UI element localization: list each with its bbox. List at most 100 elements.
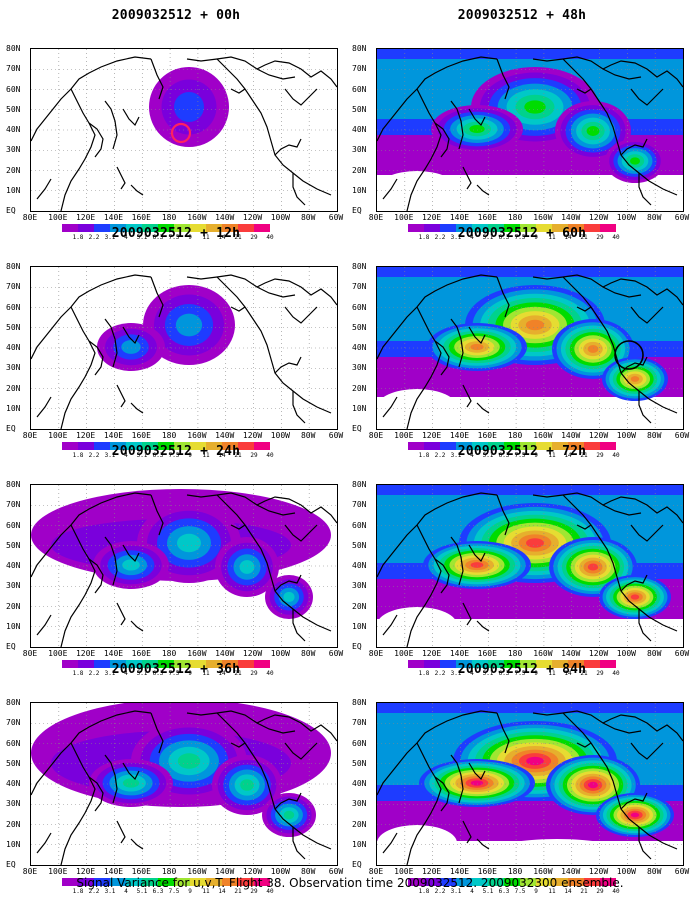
- coastline: [382, 178, 398, 200]
- lon-tick-label: 120W: [242, 649, 263, 658]
- colorbar-swatch: [174, 224, 190, 232]
- colorbar-label: 2.2: [88, 888, 100, 895]
- colorbar-label: 2.2: [88, 670, 100, 677]
- colorbar-label: 1.8: [72, 888, 84, 895]
- coastline: [406, 524, 442, 647]
- colorbar-label: 3.1: [450, 452, 462, 459]
- colorbar-label: 14: [218, 670, 226, 677]
- coastline: [256, 496, 337, 524]
- coastline: [130, 838, 144, 850]
- colorbar-swatch: [126, 660, 142, 668]
- lat-tick-label: EQ: [6, 642, 16, 651]
- lon-tick-label: 140W: [561, 867, 581, 876]
- colorbar-label: 29: [596, 670, 604, 677]
- variance-contour: [470, 780, 484, 786]
- lat-tick-label: 70N: [352, 718, 367, 728]
- colorbar-label: 2.2: [434, 670, 446, 677]
- coastline: [602, 714, 683, 742]
- lon-tick-label: 140E: [449, 867, 470, 876]
- coastline: [576, 742, 592, 748]
- lat-tick-label: 40N: [6, 561, 21, 570]
- coastline: [406, 306, 442, 429]
- lon-tick-label: 80W: [300, 649, 316, 658]
- colorbar-label: 14: [218, 234, 226, 241]
- lat-tick-label: 80N: [6, 480, 21, 489]
- coastline: [638, 391, 652, 424]
- variance-contour: [174, 92, 204, 122]
- colorbar-label: 21: [580, 234, 588, 241]
- colorbar-label: 6.3: [152, 234, 164, 241]
- colorbar-swatch: [600, 660, 616, 668]
- coastline: [104, 100, 118, 150]
- colorbar-swatch: [488, 878, 504, 886]
- colorbar-swatch: [520, 660, 536, 668]
- panel-title: 2009032512 + 84h: [457, 662, 587, 677]
- coastline: [382, 396, 398, 418]
- lat-tick-label: 80N: [6, 44, 21, 53]
- coastline: [562, 58, 678, 196]
- colorbar-swatch: [110, 878, 126, 886]
- colorbar-swatch: [206, 442, 222, 450]
- lon-tick-label: 100E: [394, 867, 414, 876]
- coastline: [620, 138, 648, 156]
- lon-tick-label: 80E: [368, 649, 384, 658]
- colorbar-swatch: [254, 224, 270, 232]
- coastline: [462, 166, 472, 190]
- coastline: [230, 306, 246, 312]
- lat-tick-label: 30N: [352, 799, 367, 809]
- lon-tick-label: 160W: [187, 867, 207, 876]
- colorbar-label: 1.8: [418, 888, 430, 895]
- variance-contour: [470, 343, 484, 351]
- colorbar-swatch: [174, 442, 190, 450]
- variance-contour: [283, 591, 295, 603]
- colorbar-swatch: [440, 660, 456, 668]
- lon-tick-label: 140W: [561, 431, 581, 440]
- lat-tick-label: 40N: [352, 561, 367, 570]
- lon-tick-label: 80W: [300, 213, 316, 222]
- colorbar-swatch: [424, 224, 440, 232]
- map-area: [30, 48, 338, 212]
- lon-tick-label: 160E: [131, 867, 151, 876]
- lat-tick-label: 50N: [352, 758, 367, 768]
- colorbar-label: 3.1: [104, 234, 116, 241]
- variance-contour: [177, 533, 201, 553]
- coastline: [434, 340, 450, 376]
- lon-tick-label: 80E: [22, 649, 38, 658]
- lat-tick-label: 60N: [6, 738, 21, 748]
- map-area: [376, 266, 684, 430]
- colorbar-label: 4: [124, 888, 128, 895]
- coastline: [292, 827, 306, 860]
- lon-tick-label: 80E: [368, 867, 384, 876]
- colorbar-label: 29: [250, 888, 258, 895]
- lon-tick-label: 140E: [103, 431, 124, 440]
- colorbar-swatch: [110, 224, 126, 232]
- colorbar-label: 5.1: [482, 670, 494, 677]
- lon-tick-label: 160W: [187, 431, 207, 440]
- colorbar-swatch: [174, 878, 190, 886]
- variance-contour: [31, 825, 111, 861]
- lat-tick-label: EQ: [352, 642, 362, 651]
- coastline: [496, 58, 510, 100]
- colorbar-label: 3.1: [104, 452, 116, 459]
- lon-tick-label: 80W: [646, 431, 662, 440]
- lon-tick-label: 120E: [75, 213, 96, 222]
- colorbar-swatch: [94, 224, 110, 232]
- coastline: [638, 827, 652, 860]
- colorbar-swatch: [142, 660, 158, 668]
- panel-title: 2009032512 + 24h: [111, 444, 241, 459]
- lon-tick-label: 120E: [421, 431, 442, 440]
- coastline: [462, 384, 472, 408]
- forecast-panel: 2009032512 + 00h 80N 70N 60N 50N 40N 30N 20N 10N…: [6, 8, 346, 241]
- coastline: [122, 108, 140, 127]
- coastline: [256, 278, 337, 306]
- colorbar-swatch: [254, 442, 270, 450]
- coastline: [476, 838, 490, 850]
- colorbar-label: 3.1: [104, 888, 116, 895]
- variance-contour: [586, 126, 600, 136]
- lon-tick-label: 160E: [477, 431, 497, 440]
- coastline: [434, 122, 450, 158]
- forecast-panel: 2009032512 + 72h 80N 70N 60N 50N 40N 30N 20N 10N…: [352, 444, 692, 677]
- lon-tick-label: 60W: [328, 867, 344, 876]
- variance-contour: [470, 562, 484, 568]
- colorbar-swatch: [584, 878, 600, 886]
